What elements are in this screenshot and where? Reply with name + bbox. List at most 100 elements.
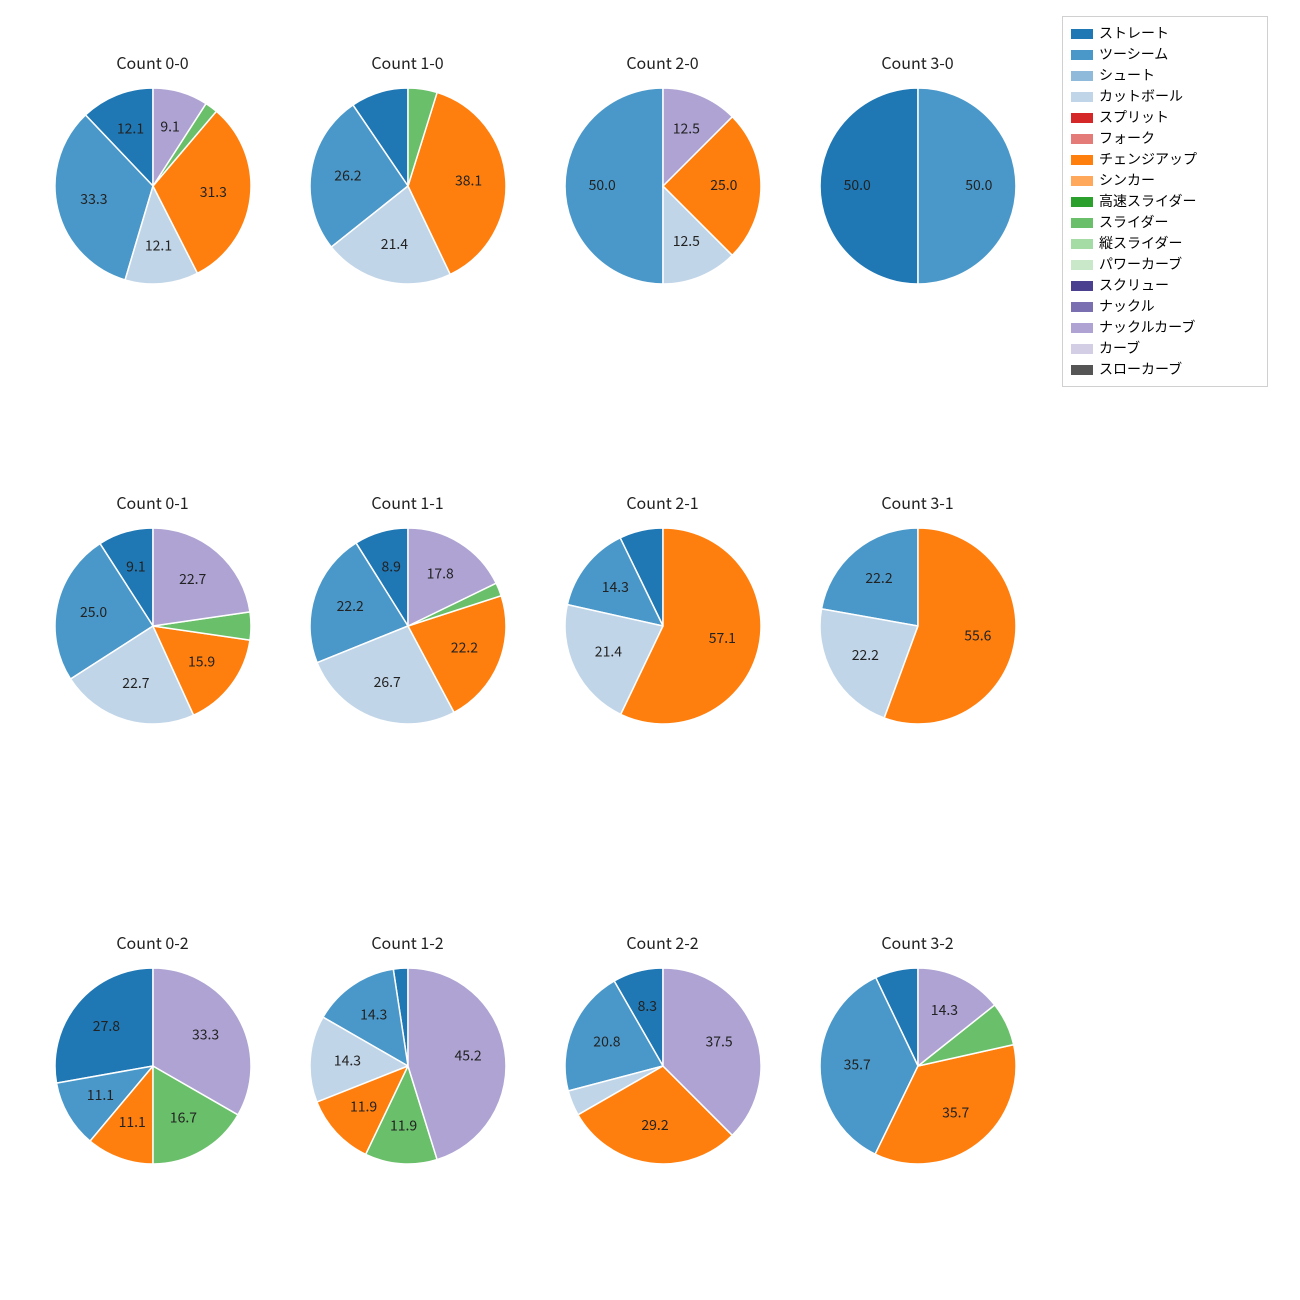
legend-swatch	[1071, 176, 1093, 186]
pie-count-3-2: Count 3-235.735.714.3	[805, 930, 1030, 1190]
slice-label: 12.1	[144, 235, 171, 255]
pie-count-3-0: Count 3-0 50.050.0	[805, 50, 1030, 310]
legend-row: カーブ	[1071, 338, 1259, 359]
legend: ストレートツーシームシュートカットボールスプリットフォークチェンジアップシンカー…	[1062, 16, 1268, 387]
legend-label: チェンジアップ	[1099, 149, 1197, 170]
pie-svg: 8.922.226.722.217.8	[304, 522, 512, 730]
pie-svg: 22.2 22.2 55.6	[814, 522, 1022, 730]
slice-label: 14.3	[930, 1000, 957, 1020]
legend-row: スライダー	[1071, 212, 1259, 233]
legend-swatch	[1071, 344, 1093, 354]
legend-label: ストレート	[1099, 23, 1169, 44]
pie-title: Count 3-1	[805, 490, 1030, 514]
legend-swatch	[1071, 197, 1093, 207]
legend-label: シンカー	[1099, 170, 1155, 191]
pie-svg: 27.811.111.116.733.3	[49, 962, 257, 1170]
legend-row: チェンジアップ	[1071, 149, 1259, 170]
legend-swatch	[1071, 92, 1093, 102]
slice-label: 11.1	[86, 1085, 113, 1105]
legend-row: 高速スライダー	[1071, 191, 1259, 212]
slice-label: 45.2	[454, 1046, 481, 1066]
pie-title: Count 3-2	[805, 930, 1030, 954]
slice-label: 38.1	[454, 170, 481, 190]
slice-label: 57.1	[708, 628, 735, 648]
pie-svg: 8.320.829.237.5	[559, 962, 767, 1170]
slice-label: 22.2	[336, 596, 363, 616]
pie-title: Count 1-1	[295, 490, 520, 514]
legend-swatch	[1071, 71, 1093, 81]
pie-count-2-2: Count 2-28.320.829.237.5	[550, 930, 775, 1190]
pie-title: Count 0-0	[40, 50, 265, 74]
legend-label: スローカーブ	[1099, 359, 1182, 380]
legend-label: 縦スライダー	[1099, 233, 1182, 254]
slice-label: 11.9	[349, 1096, 376, 1116]
slice-label: 22.7	[122, 673, 149, 693]
legend-row: ナックル	[1071, 296, 1259, 317]
pie-count-1-0: Count 1-0 26.2 21.4 38.1	[295, 50, 520, 310]
pie-count-1-1: Count 1-18.922.226.722.217.8	[295, 490, 520, 750]
slice-label: 22.2	[865, 568, 892, 588]
legend-swatch	[1071, 113, 1093, 123]
slice-label: 14.3	[333, 1050, 360, 1070]
slice-label: 12.5	[672, 231, 699, 251]
legend-row: スクリュー	[1071, 275, 1259, 296]
slice-label: 16.7	[169, 1107, 196, 1127]
chart-grid: ストレートツーシームシュートカットボールスプリットフォークチェンジアップシンカー…	[0, 0, 1300, 1300]
pie-svg: 50.0 12.5 25.0 12.5	[559, 82, 767, 290]
legend-label: スライダー	[1099, 212, 1168, 233]
slice-label: 17.8	[426, 563, 453, 583]
legend-swatch	[1071, 218, 1093, 228]
slice-label: 35.7	[942, 1102, 969, 1122]
slice-label: 9.1	[126, 556, 145, 576]
legend-row: スローカーブ	[1071, 359, 1259, 380]
slice-label: 12.1	[116, 118, 143, 138]
slice-label: 14.3	[360, 1005, 387, 1025]
legend-label: 高速スライダー	[1099, 191, 1196, 212]
legend-row: シュート	[1071, 65, 1259, 86]
pie-title: Count 2-0	[550, 50, 775, 74]
legend-swatch	[1071, 155, 1093, 165]
pie-count-2-0: Count 2-0 50.0 12.5 25.0 12.5	[550, 50, 775, 310]
slice-label: 14.3	[601, 577, 628, 597]
slice-label: 50.0	[588, 175, 615, 195]
pie-title: Count 1-0	[295, 50, 520, 74]
pie-svg: 26.2 21.4 38.1	[304, 82, 512, 290]
pie-count-2-1: Count 2-114.321.457.1	[550, 490, 775, 750]
legend-label: フォーク	[1099, 128, 1155, 149]
pie-svg: 12.133.312.131.39.1	[49, 82, 257, 290]
legend-swatch	[1071, 50, 1093, 60]
legend-label: パワーカーブ	[1099, 254, 1182, 275]
slice-label: 22.7	[179, 569, 206, 589]
slice-label: 9.1	[160, 116, 179, 136]
legend-label: ツーシーム	[1099, 44, 1168, 65]
legend-swatch	[1071, 134, 1093, 144]
slice-label: 21.4	[380, 234, 407, 254]
slice-label: 26.7	[373, 672, 400, 692]
legend-row: ナックルカーブ	[1071, 317, 1259, 338]
slice-label: 26.2	[334, 166, 361, 186]
slice-label: 25.0	[710, 175, 737, 195]
legend-label: カーブ	[1099, 338, 1140, 359]
legend-row: スプリット	[1071, 107, 1259, 128]
pie-svg: 14.3 14.3 11.9 11.9 45.2	[304, 962, 512, 1170]
pie-count-3-1: Count 3-1 22.2 22.2 55.6	[805, 490, 1030, 750]
slice-label: 29.2	[641, 1115, 668, 1135]
pie-count-0-1: Count 0-19.125.022.715.922.7	[40, 490, 265, 750]
slice-label: 37.5	[705, 1031, 732, 1051]
legend-swatch	[1071, 365, 1093, 375]
legend-row: ストレート	[1071, 23, 1259, 44]
pie-title: Count 2-1	[550, 490, 775, 514]
slice-label: 12.5	[672, 119, 699, 139]
slice-label: 33.3	[191, 1024, 218, 1044]
legend-swatch	[1071, 29, 1093, 39]
pie-svg: 50.050.0	[814, 82, 1022, 290]
legend-row: フォーク	[1071, 128, 1259, 149]
slice-label: 11.9	[389, 1115, 416, 1135]
legend-label: シュート	[1099, 65, 1155, 86]
legend-label: カットボール	[1099, 86, 1183, 107]
slice-label: 55.6	[964, 625, 991, 645]
slice-label: 15.9	[187, 651, 214, 671]
pie-title: Count 1-2	[295, 930, 520, 954]
slice-label: 22.2	[851, 645, 878, 665]
pie-title: Count 3-0	[805, 50, 1030, 74]
